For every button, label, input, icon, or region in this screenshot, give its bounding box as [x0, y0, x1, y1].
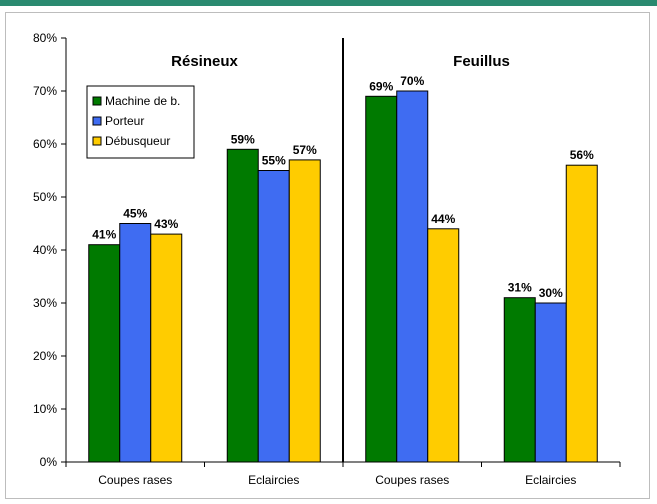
bar	[396, 90, 429, 463]
y-tick-label: 0%	[40, 455, 58, 469]
data-label: 55%	[262, 154, 286, 168]
data-label: 30%	[539, 286, 563, 300]
data-label: 57%	[293, 143, 317, 157]
bar	[150, 233, 183, 463]
bar	[565, 164, 598, 463]
y-tick-label: 60%	[33, 137, 57, 151]
legend-swatch	[92, 96, 102, 106]
bar	[257, 170, 290, 463]
y-tick-label: 20%	[33, 349, 57, 363]
x-tick-label: Eclaircies	[525, 473, 576, 487]
x-tick-label: Coupes rases	[98, 473, 172, 487]
y-tick-label: 70%	[33, 84, 57, 98]
x-tick-label: Coupes rases	[375, 473, 449, 487]
legend-entry: Machine de b.	[105, 94, 180, 108]
data-label: 31%	[508, 281, 532, 295]
bar	[226, 148, 259, 463]
y-tick-label: 80%	[33, 31, 57, 45]
legend-box	[86, 85, 195, 159]
data-label: 45%	[123, 207, 147, 221]
data-label: 43%	[154, 217, 178, 231]
data-label: 70%	[400, 74, 424, 88]
header-strip	[0, 0, 657, 6]
data-label: 41%	[92, 228, 116, 242]
data-label: 69%	[369, 79, 393, 93]
data-label: 59%	[231, 132, 255, 146]
bar	[365, 95, 398, 463]
y-tick-label: 30%	[33, 296, 57, 310]
bar	[288, 159, 321, 463]
bar	[119, 223, 152, 463]
bar	[534, 302, 567, 463]
y-tick-label: 10%	[33, 402, 57, 416]
y-tick-label: 50%	[33, 190, 57, 204]
bar	[503, 297, 536, 463]
panel-title: Feuillus	[453, 53, 510, 70]
bar	[427, 228, 460, 463]
bar	[88, 244, 121, 463]
legend-swatch	[92, 136, 102, 146]
y-tick-label: 40%	[33, 243, 57, 257]
legend-entry: Porteur	[105, 114, 144, 128]
data-label: 44%	[431, 212, 455, 226]
x-tick-label: Eclaircies	[248, 473, 299, 487]
panel-title: Résineux	[171, 53, 238, 70]
data-label: 56%	[570, 148, 594, 162]
legend-swatch	[92, 116, 102, 126]
legend-entry: Débusqueur	[105, 134, 170, 148]
